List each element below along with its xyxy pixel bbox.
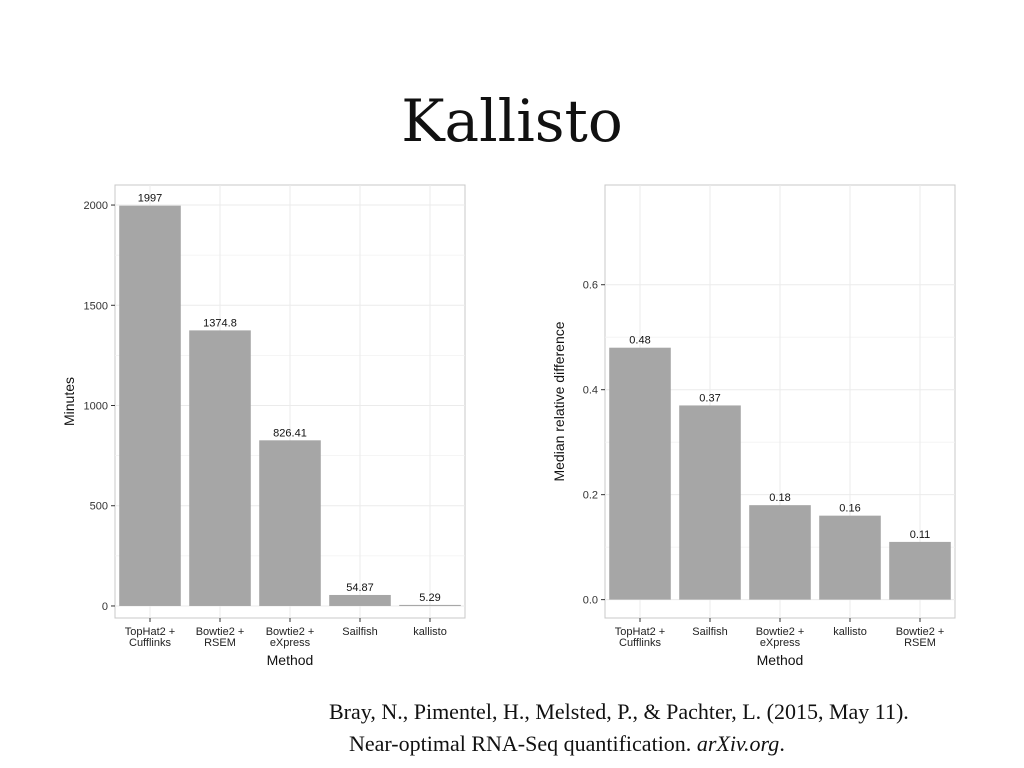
accuracy-x-tick-label: Sailfish <box>692 626 727 638</box>
runtime-x-tick-label: TopHat2 + Cufflinks <box>125 626 175 649</box>
runtime-x-tick-label-line: TopHat2 + <box>125 626 175 638</box>
runtime-x-tick-label-line: eXpress <box>270 637 311 649</box>
accuracy-x-tick-label-line: Bowtie2 + <box>756 626 805 638</box>
accuracy-bar <box>889 541 951 600</box>
accuracy-x-tick-label-line: Cufflinks <box>619 637 661 649</box>
accuracy-bar <box>609 347 671 600</box>
accuracy-value-label: 0.16 <box>839 503 860 515</box>
runtime-x-tick-label: kallisto <box>413 626 447 638</box>
runtime-bar <box>259 440 321 606</box>
accuracy-x-axis-title: Method <box>757 652 804 668</box>
accuracy-y-tick-label: 0.4 <box>583 385 598 397</box>
runtime-x-tick-label-line: Sailfish <box>342 626 377 638</box>
citation-journal: arXiv.org <box>696 731 780 756</box>
runtime-y-tick-label: 1000 <box>84 401 108 413</box>
accuracy-y-tick-label: 0.2 <box>583 490 598 502</box>
runtime-bar <box>189 330 251 606</box>
runtime-x-tick-label: Sailfish <box>342 626 377 638</box>
runtime-x-tick-label-line: RSEM <box>204 637 236 649</box>
runtime-y-tick-label: 0 <box>102 601 108 613</box>
runtime-value-label: 5.29 <box>419 592 440 604</box>
runtime-x-axis-title: Method <box>267 652 314 668</box>
accuracy-y-axis-title: Median relative difference <box>551 321 567 481</box>
runtime-x-tick-label-line: Bowtie2 + <box>266 626 315 638</box>
accuracy-value-label: 0.18 <box>769 492 790 504</box>
runtime-value-label: 1997 <box>138 193 162 205</box>
runtime-bar <box>119 205 181 606</box>
runtime-value-label: 826.41 <box>273 427 307 439</box>
accuracy-x-tick-label-line: Bowtie2 + <box>896 626 945 638</box>
runtime-bar <box>329 594 391 606</box>
accuracy-x-tick-label: TopHat2 + Cufflinks <box>615 626 665 649</box>
accuracy-y-tick-label: 0.6 <box>583 280 598 292</box>
runtime-y-tick-label: 500 <box>90 501 108 513</box>
accuracy-x-tick-label-line: kallisto <box>833 626 867 638</box>
runtime-chart: 1997 1374.8 826.41 54.87 5.29 0 500 1000 1500 200… <box>61 184 466 668</box>
accuracy-value-label: 0.37 <box>699 392 720 404</box>
runtime-bar <box>399 604 461 606</box>
runtime-x-tick-label-line: Bowtie2 + <box>196 626 245 638</box>
accuracy-y-tick-label: 0.0 <box>583 595 598 607</box>
citation: Bray, N., Pimentel, H., Melsted, P., & P… <box>329 696 1019 760</box>
runtime-value-label: 54.87 <box>346 582 374 594</box>
accuracy-bar <box>819 515 881 600</box>
accuracy-x-tick-label: Bowtie2 + eXpress <box>756 626 805 649</box>
accuracy-value-label: 0.11 <box>910 529 931 541</box>
runtime-x-tick-label: Bowtie2 + RSEM <box>196 626 245 649</box>
runtime-value-label: 1374.8 <box>203 317 237 329</box>
runtime-x-tick-label-line: Cufflinks <box>129 637 171 649</box>
runtime-y-tick-label: 2000 <box>84 200 108 212</box>
citation-title: Near-optimal RNA-Seq quantification. <box>349 731 697 756</box>
runtime-x-tick-label-line: kallisto <box>413 626 447 638</box>
runtime-x-tick-label: Bowtie2 + eXpress <box>266 626 315 649</box>
runtime-y-tick-label: 1500 <box>84 300 108 312</box>
accuracy-x-tick-label-line: RSEM <box>904 637 936 649</box>
accuracy-bar <box>679 405 741 600</box>
accuracy-x-tick-label: kallisto <box>833 626 867 638</box>
accuracy-x-tick-label: Bowtie2 + RSEM <box>896 626 945 649</box>
accuracy-x-tick-label-line: Sailfish <box>692 626 727 638</box>
accuracy-value-label: 0.48 <box>629 335 650 347</box>
citation-end: . <box>779 731 785 756</box>
accuracy-chart: 0.48 0.37 0.18 0.16 0.11 0.0 0.2 0.4 0.6 TopHat2 … <box>551 184 956 668</box>
citation-line-2: Near-optimal RNA-Seq quantification. arX… <box>329 728 1019 760</box>
runtime-y-axis-title: Minutes <box>61 377 77 426</box>
accuracy-bar <box>749 505 811 600</box>
slide-title: Kallisto <box>401 87 623 155</box>
accuracy-x-tick-label-line: TopHat2 + <box>615 626 665 638</box>
citation-line-1: Bray, N., Pimentel, H., Melsted, P., & P… <box>329 699 909 724</box>
accuracy-x-tick-label-line: eXpress <box>760 637 801 649</box>
